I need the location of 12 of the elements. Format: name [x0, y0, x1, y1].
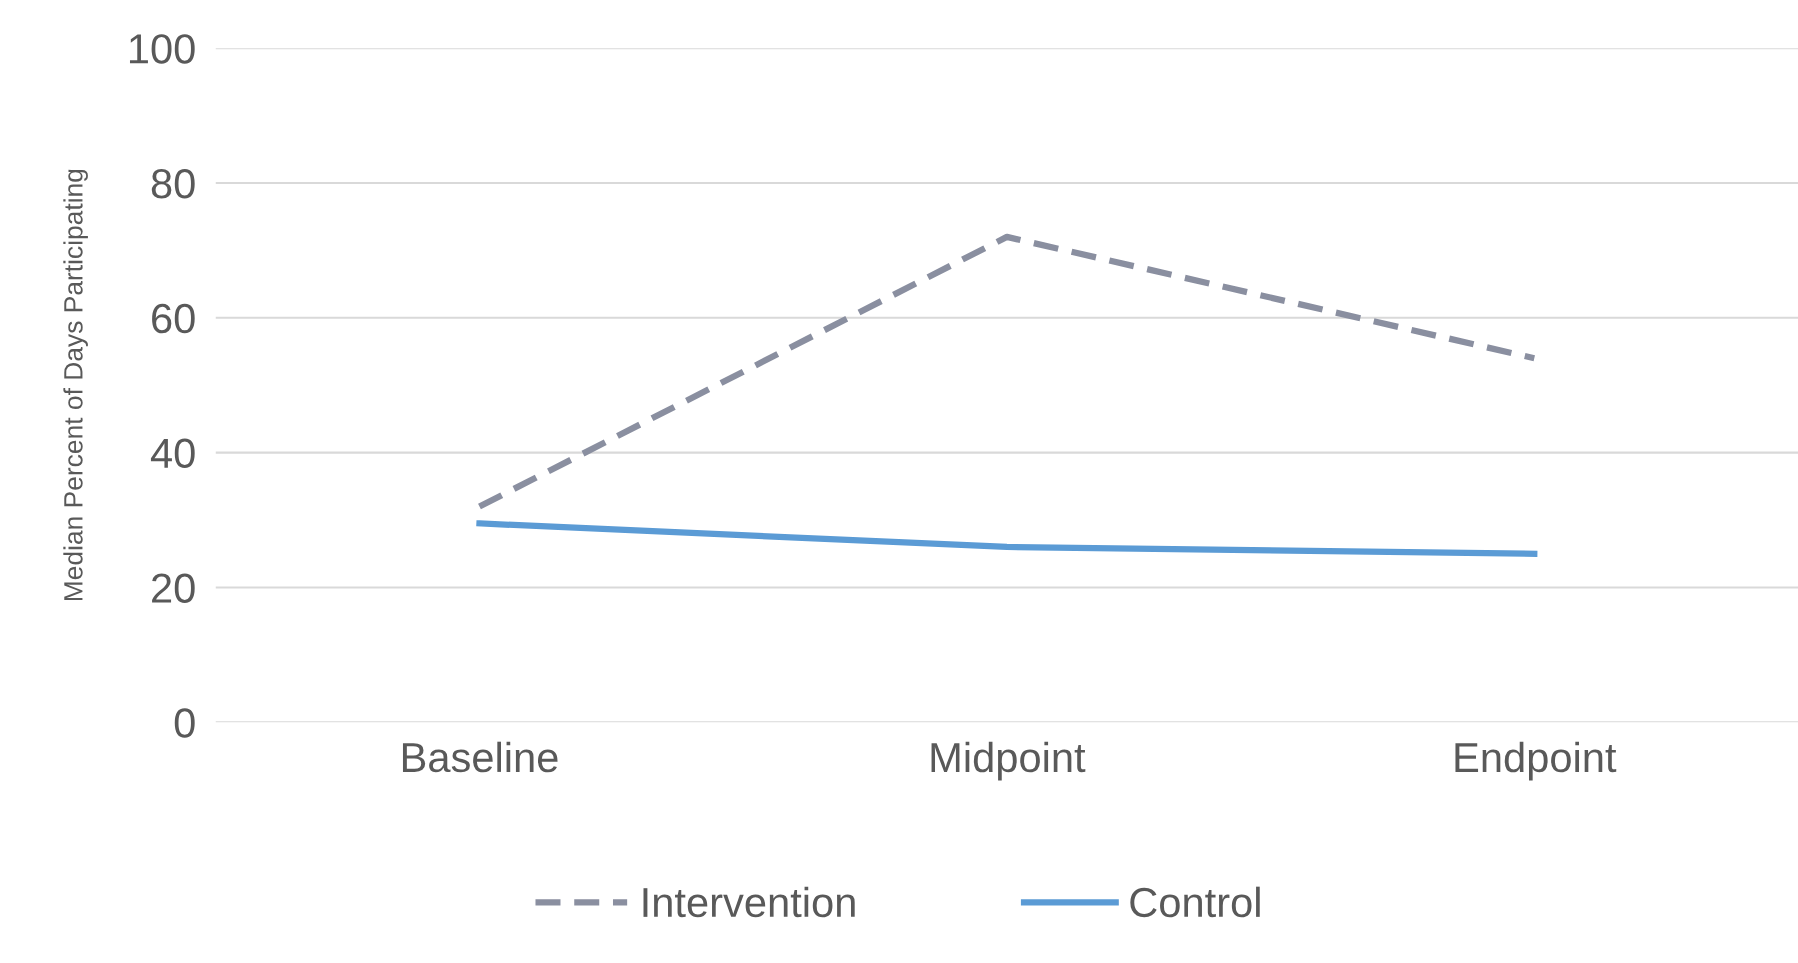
- y-tick-label: 100: [129, 34, 195, 64]
- legend-label: Control: [1130, 886, 1260, 918]
- x-tick-label: Endpoint: [1455, 741, 1617, 781]
- legend-label: Intervention: [643, 886, 855, 918]
- y-tick-label: 60: [152, 303, 195, 334]
- y-tick-label: 40: [150, 438, 195, 469]
- x-tick-label: Baseline: [402, 741, 558, 773]
- x-tick-label: Midpoint: [931, 741, 1086, 781]
- y-tick-label: 0: [174, 708, 195, 738]
- y-axis-title: Median Percent of Days Participating: [63, 169, 88, 601]
- y-tick-label: 20: [152, 573, 195, 603]
- y-tick-label: 80: [151, 168, 195, 199]
